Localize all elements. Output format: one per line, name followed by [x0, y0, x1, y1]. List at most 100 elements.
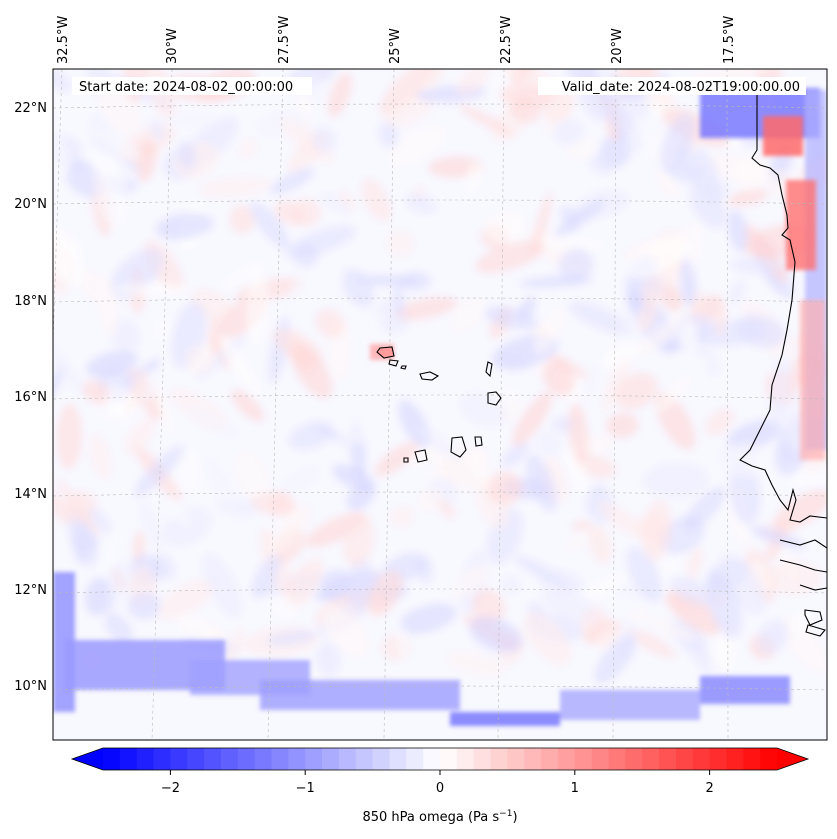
- omega-cell: [469, 616, 523, 653]
- omega-cell: [270, 168, 314, 195]
- omega-cell: [523, 611, 572, 666]
- colorbar-extend-neg: [72, 748, 103, 770]
- lat-label: 16°N: [14, 390, 47, 405]
- omega-cell: [114, 282, 191, 296]
- omega-cell: [534, 307, 566, 354]
- colorbar-cell: [103, 748, 121, 770]
- omega-cell: [729, 280, 745, 304]
- colorbar-cell: [170, 748, 188, 770]
- lon-label: 30°W: [165, 28, 180, 64]
- omega-cell: [598, 502, 651, 540]
- omega-cell: [731, 156, 768, 191]
- colorbar-cell: [591, 748, 610, 770]
- omega-cell: [87, 124, 143, 159]
- omega-cell: [149, 119, 166, 142]
- colorbar-tick-label: −2: [161, 781, 180, 796]
- omega-cell: [202, 553, 242, 618]
- lat-label: 14°N: [14, 487, 47, 502]
- omega-cell: [378, 122, 400, 149]
- omega-cell: [483, 306, 538, 330]
- colorbar-cell: [625, 748, 643, 770]
- colorbar-cell: [692, 748, 711, 770]
- omega-cell: [626, 235, 690, 279]
- omega-cell: [626, 546, 663, 603]
- omega-cell: [393, 296, 458, 320]
- omega-cell: [251, 492, 297, 517]
- omega-cell: [266, 630, 317, 646]
- omega-cell: [681, 320, 699, 354]
- omega-cell: [558, 248, 594, 283]
- omega-cell: [530, 192, 552, 258]
- omega-cell: [53, 344, 89, 398]
- omega-cell: [218, 334, 261, 398]
- lon-label: 25°W: [388, 28, 403, 64]
- omega-cell: [530, 236, 604, 252]
- colorbar-cell: [119, 748, 138, 770]
- omega-field: Start date: 2024-08-02_00:00:00 Valid_da…: [53, 69, 827, 740]
- colorbar-cell: [574, 748, 593, 770]
- longitude-labels: 32.5°W 30°W 27.5°W 25°W 22.5°W 20°W 17.5…: [56, 16, 737, 64]
- omega-cell: [251, 554, 282, 599]
- omega-cell: [226, 628, 245, 665]
- omega-cell: [452, 563, 491, 598]
- colorbar-outline: [70, 747, 810, 771]
- lat-label: 10°N: [14, 679, 47, 694]
- omega-cell: [383, 94, 435, 128]
- colorbar-tick-label: 0: [436, 781, 444, 796]
- omega-cell: [86, 350, 138, 378]
- omega-cell: [679, 257, 697, 307]
- omega-cell: [666, 589, 721, 636]
- omega-cell: [106, 614, 133, 645]
- omega-cell: [208, 316, 221, 355]
- omega-cell: [626, 628, 677, 659]
- omega-cell: [152, 318, 179, 341]
- omega-cell: [246, 269, 270, 346]
- colorbar-cell: [136, 748, 155, 770]
- valid-date-label: Valid_date: 2024-08-02T19:00:00.00: [562, 80, 800, 95]
- colorbar-cell: [524, 748, 542, 770]
- omega-cell: [104, 385, 136, 418]
- omega-cell: [727, 210, 749, 253]
- omega-cell: [519, 275, 593, 288]
- omega-cell: [512, 391, 553, 447]
- omega-cell: [73, 532, 99, 554]
- colorbar-cell: [473, 748, 492, 770]
- colorbar-cell: [423, 748, 441, 770]
- lat-label: 22°N: [14, 101, 47, 116]
- omega-cell: [345, 115, 371, 152]
- omega-cell: [187, 406, 238, 437]
- map-frame: [52, 68, 828, 741]
- lat-label: 20°N: [14, 197, 47, 212]
- omega-cell: [691, 290, 704, 321]
- lat-label: 18°N: [14, 294, 47, 309]
- colorbar-tick-label: −1: [296, 781, 315, 796]
- omega-cell: [322, 607, 371, 658]
- colorbar-cell: [153, 748, 171, 770]
- omega-cell: [501, 443, 530, 467]
- omega-cell: [233, 450, 270, 500]
- omega-cell: [93, 156, 129, 229]
- omega-cell: [458, 105, 514, 136]
- omega-cell: [660, 114, 695, 173]
- omega-cell: [99, 517, 126, 579]
- omega-cell: [390, 505, 414, 528]
- omega-cell: [416, 426, 461, 461]
- omega-cell: [465, 161, 484, 193]
- colorbar-cell: [507, 748, 525, 770]
- omega-cell: [161, 495, 193, 528]
- omega-cell: [763, 560, 823, 595]
- omega-cell: [526, 454, 557, 512]
- omega-cell: [368, 570, 403, 616]
- omega-cell: [727, 419, 782, 450]
- omega-cell: [184, 345, 216, 374]
- colorbar-cell: [305, 748, 323, 770]
- lon-label: 27.5°W: [277, 16, 292, 64]
- colorbar-cell: [322, 748, 340, 770]
- colorbar-cell: [440, 748, 458, 770]
- omega-cell: [510, 69, 537, 85]
- omega-cell: [471, 589, 505, 625]
- omega-cell: [627, 607, 647, 623]
- omega-cell: [560, 205, 580, 230]
- omega-cell: [339, 190, 355, 212]
- omega-cell: [615, 372, 658, 410]
